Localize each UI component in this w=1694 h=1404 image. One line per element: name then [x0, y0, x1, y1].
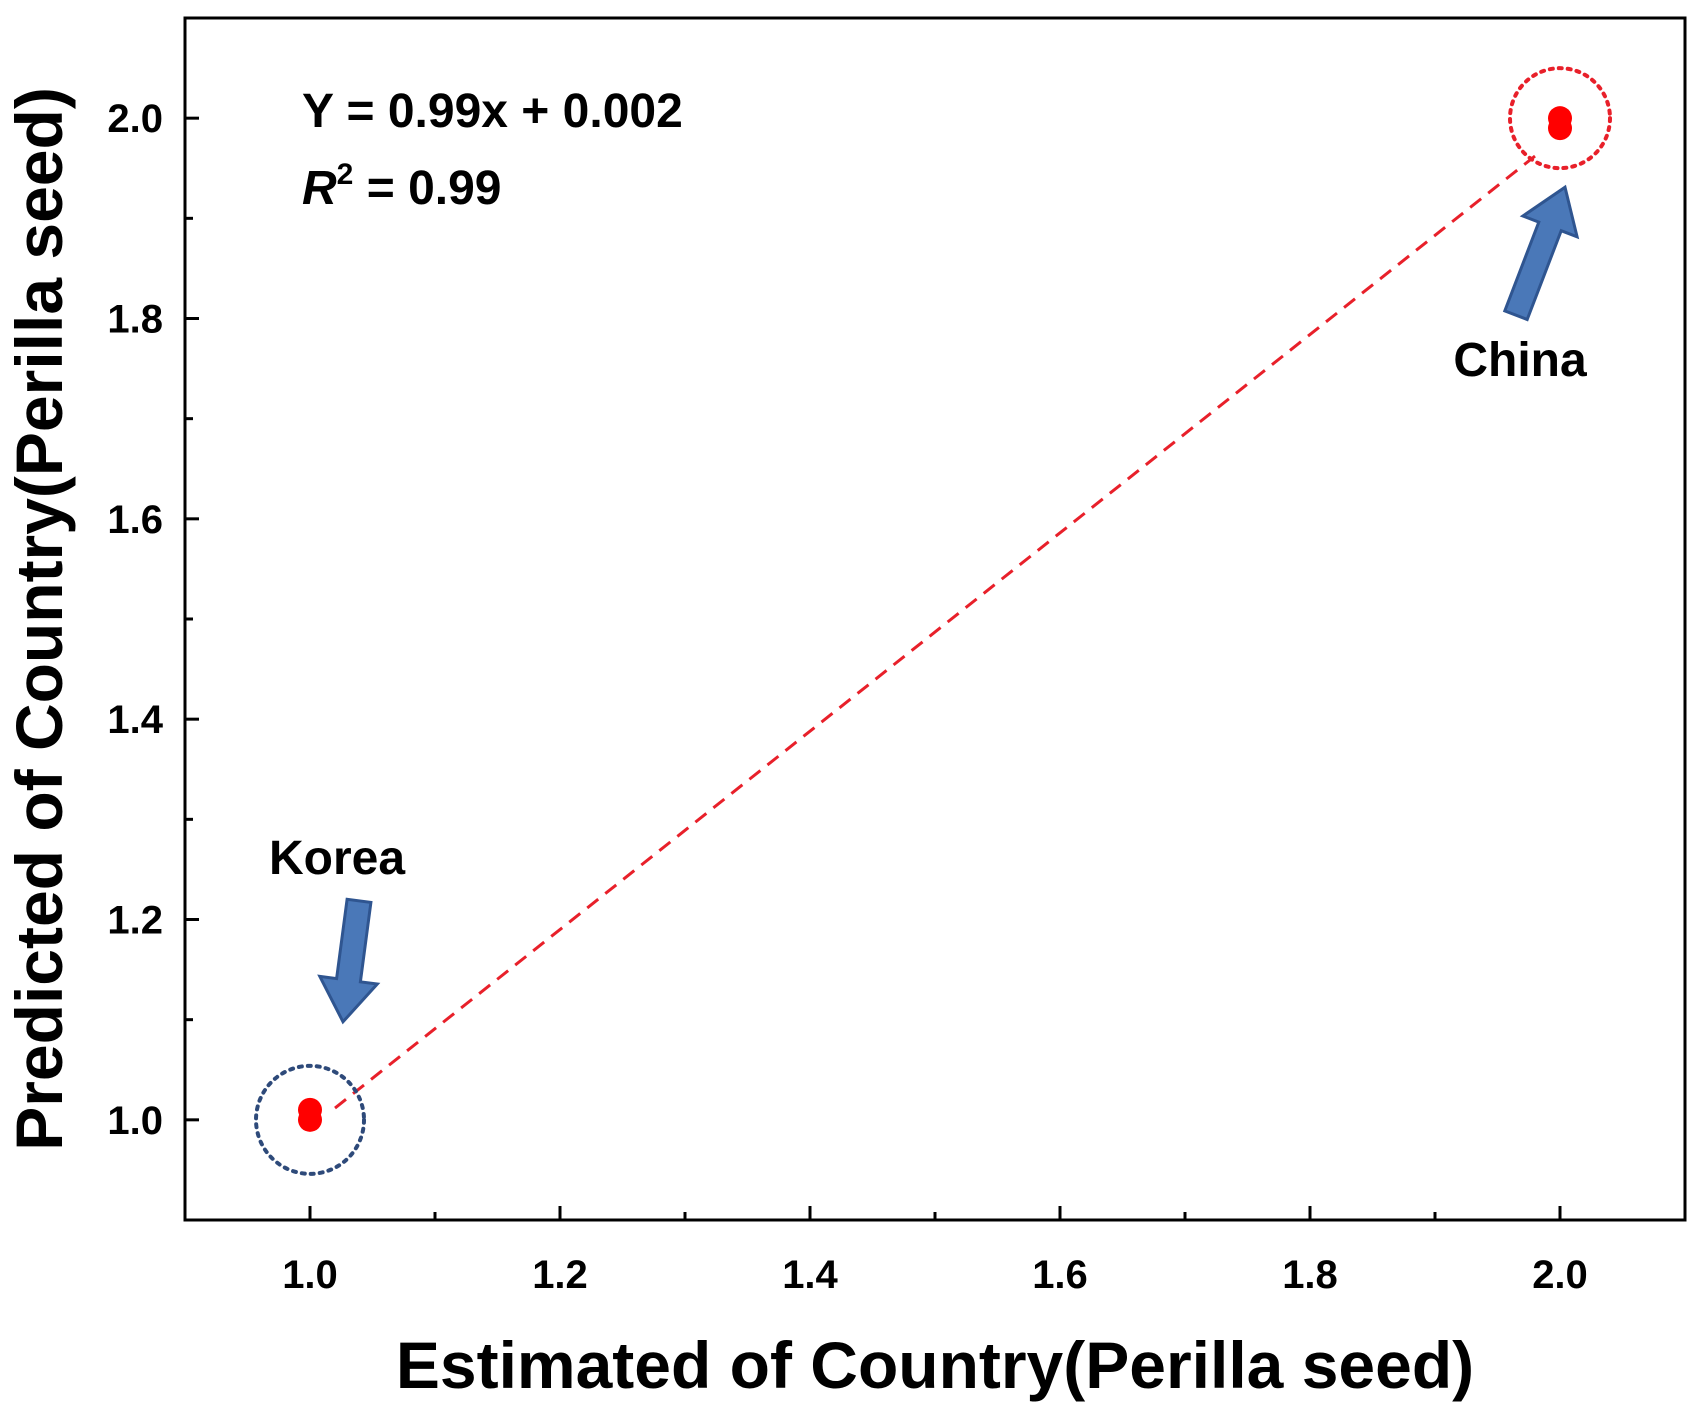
r-squared-text: R2 = 0.99	[302, 158, 501, 215]
y-axis-label: Predicted of Country(Perilla seed)	[2, 87, 76, 1151]
china-label: China	[1453, 334, 1587, 387]
data-point	[1548, 106, 1572, 131]
data-point	[298, 1097, 322, 1122]
x-axis-label: Estimated of Country(Perilla seed)	[396, 1328, 1474, 1402]
y-tick-label: 2.0	[107, 97, 163, 141]
y-tick-label: 1.4	[107, 698, 163, 742]
r-squared-value: = 0.99	[353, 162, 501, 215]
r-squared-letter: R	[302, 162, 337, 215]
korea-arrow	[317, 897, 381, 1025]
y-tick-label: 1.0	[107, 1099, 163, 1143]
x-tick-label: 1.0	[282, 1253, 338, 1297]
y-tick-label: 1.8	[107, 298, 163, 342]
regression-line	[334, 154, 1536, 1110]
x-tick-label: 1.2	[532, 1253, 588, 1297]
data-points	[298, 106, 1572, 1132]
x-axis: 1.0 1.2 1.4 1.6 1.8 2.0	[282, 1206, 1588, 1297]
x-tick-label: 1.4	[782, 1253, 838, 1297]
equation-text: Y = 0.99x + 0.002	[302, 85, 683, 138]
korea-label: Korea	[269, 832, 405, 885]
china-arrow	[1502, 184, 1580, 322]
y-tick-label: 1.2	[107, 899, 163, 943]
china-highlight-circle	[1508, 66, 1612, 171]
y-tick-label: 1.6	[107, 498, 163, 542]
r-squared-exponent: 2	[337, 158, 354, 191]
y-axis: 1.0 1.2 1.4 1.6 1.8 2.0	[107, 97, 199, 1143]
x-tick-label: 1.8	[1282, 1253, 1338, 1297]
x-tick-label: 2.0	[1532, 1253, 1588, 1297]
annotation-markers: Korea China	[254, 66, 1612, 1176]
x-tick-label: 1.6	[1032, 1253, 1088, 1297]
korea-highlight-circle	[254, 1063, 366, 1176]
